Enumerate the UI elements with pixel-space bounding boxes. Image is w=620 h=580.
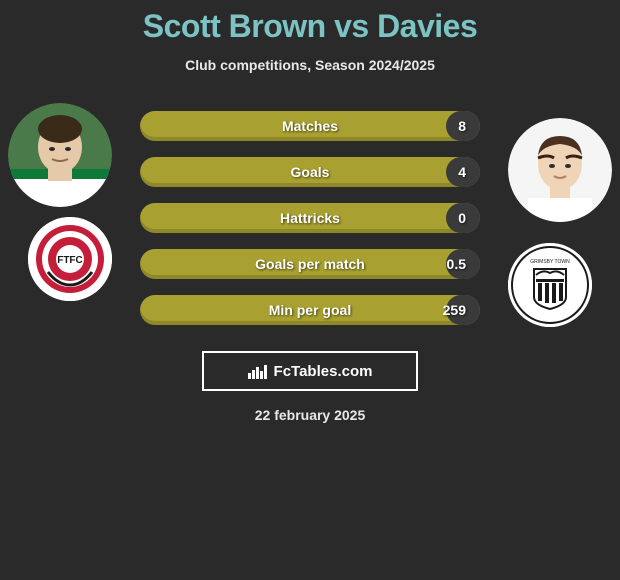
player1-avatar	[8, 103, 112, 207]
stat-label: Matches	[140, 111, 480, 141]
comparison-content: FTFC GRIMSBY TOWN Matches 8 Goals 4	[0, 103, 620, 343]
stat-value: 8	[458, 111, 466, 141]
player2-club-badge: GRIMSBY TOWN	[508, 243, 592, 327]
bar-chart-icon	[248, 363, 268, 379]
subtitle: Club competitions, Season 2024/2025	[0, 57, 620, 73]
stat-bar-goals-per-match: Goals per match 0.5	[140, 249, 480, 279]
vs-text: vs	[334, 8, 369, 44]
player1-name: Scott Brown	[143, 8, 326, 44]
stat-bars: Matches 8 Goals 4 Hattricks 0 Goals per …	[140, 111, 480, 341]
page-title: Scott Brown vs Davies	[0, 0, 620, 45]
stat-label: Hattricks	[140, 203, 480, 233]
player2-name: Davies	[377, 8, 477, 44]
stat-label: Min per goal	[140, 295, 480, 325]
stat-value: 259	[443, 295, 466, 325]
stat-label: Goals per match	[140, 249, 480, 279]
date-text: 22 february 2025	[0, 407, 620, 423]
brand-box[interactable]: FcTables.com	[202, 351, 418, 391]
player1-club-badge: FTFC	[28, 217, 112, 301]
player2-avatar	[508, 118, 612, 222]
stat-bar-min-per-goal: Min per goal 259	[140, 295, 480, 325]
stat-bar-matches: Matches 8	[140, 111, 480, 141]
stat-bar-goals: Goals 4	[140, 157, 480, 187]
stat-label: Goals	[140, 157, 480, 187]
stat-value: 0	[458, 203, 466, 233]
svg-text:FTFC: FTFC	[57, 255, 83, 266]
stat-bar-hattricks: Hattricks 0	[140, 203, 480, 233]
brand-text: FcTables.com	[274, 363, 373, 380]
stat-value: 4	[458, 157, 466, 187]
svg-text:GRIMSBY TOWN: GRIMSBY TOWN	[530, 259, 570, 265]
stat-value: 0.5	[447, 249, 466, 279]
